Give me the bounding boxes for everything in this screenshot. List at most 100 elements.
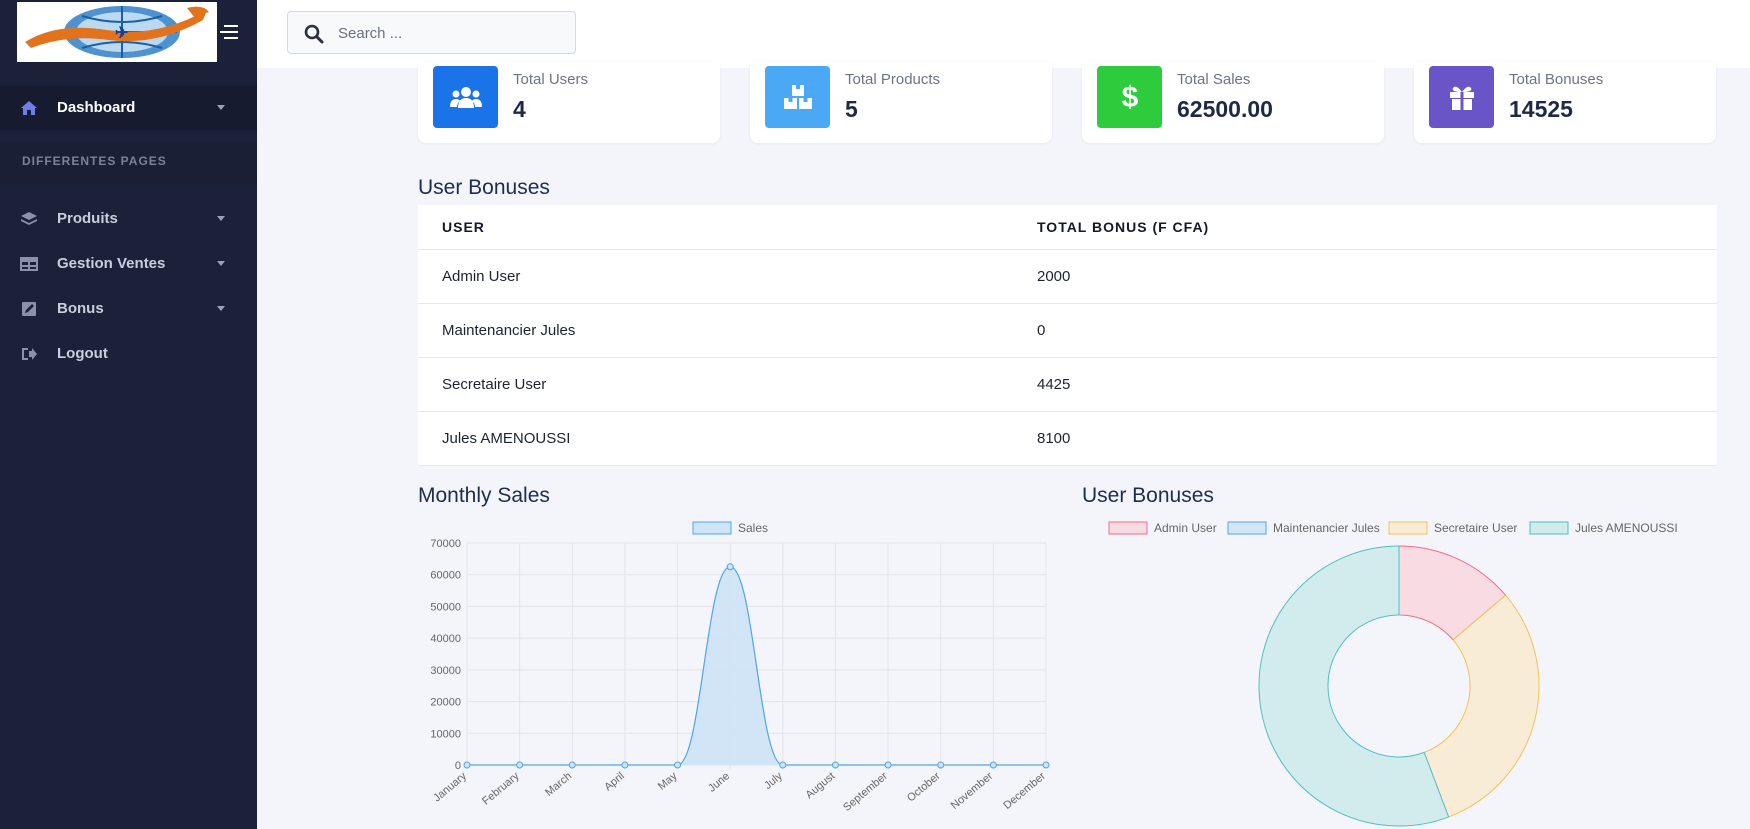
sidebar-item-label: Bonus xyxy=(57,300,104,317)
column-header-total-bonus: TOTAL BONUS (F CFA) xyxy=(1037,219,1210,235)
legend-label: Admin User xyxy=(1154,521,1217,535)
user-bonuses-donut-chart: Admin User Maintenancier Jules Secretaire … xyxy=(1108,521,1678,827)
svg-text:✈: ✈ xyxy=(115,25,128,42)
data-point xyxy=(989,761,997,769)
legend-swatch xyxy=(1108,521,1148,535)
search-box xyxy=(287,11,576,54)
x-tick-label: February xyxy=(480,770,522,808)
table-row: Jules AMENOUSSI 8100 xyxy=(418,412,1717,466)
data-point xyxy=(568,761,576,769)
x-tick-label: May xyxy=(656,770,680,793)
chart-title-monthly-sales: Monthly Sales xyxy=(418,484,550,507)
y-tick-label: 60000 xyxy=(430,570,461,582)
y-tick-label: 30000 xyxy=(430,665,461,677)
cell-bonus: 4425 xyxy=(1037,376,1071,393)
sidebar-item-bonus[interactable]: Bonus xyxy=(0,287,257,331)
search-icon[interactable] xyxy=(304,24,324,44)
boxes-icon xyxy=(765,66,830,128)
y-tick-label: 50000 xyxy=(430,601,461,613)
dollar-icon: $ xyxy=(1097,66,1162,128)
legend-swatch-sales xyxy=(692,521,732,535)
stat-value: 62500.00 xyxy=(1177,96,1273,122)
table-row: Admin User 2000 xyxy=(418,250,1717,304)
sidebar: ✈ Dashboard DIFFERENTES PAGES Produits G… xyxy=(0,0,257,829)
layers-icon xyxy=(20,210,38,228)
section-title-user-bonuses: User Bonuses xyxy=(418,176,550,199)
sidebar-item-dashboard[interactable]: Dashboard xyxy=(0,86,257,130)
legend-swatch xyxy=(1529,521,1569,535)
x-tick-label: September xyxy=(841,770,890,814)
menu-toggle-icon[interactable] xyxy=(218,22,240,42)
cell-user: Maintenancier Jules xyxy=(442,322,576,339)
table-header-row: USER TOTAL BONUS (F CFA) xyxy=(418,205,1717,250)
cell-user: Secretaire User xyxy=(442,376,547,393)
home-icon xyxy=(20,99,38,117)
cell-user: Jules AMENOUSSI xyxy=(442,430,571,447)
sidebar-item-label: Gestion Ventes xyxy=(57,255,166,272)
chevron-down-icon xyxy=(217,105,225,110)
x-tick-label: November xyxy=(949,770,996,812)
column-header-user: USER xyxy=(442,219,485,235)
x-tick-label: October xyxy=(905,770,943,805)
logo[interactable]: ✈ xyxy=(17,2,217,62)
stat-card-users: Total Users 4 xyxy=(418,62,720,143)
svg-text:$: $ xyxy=(1121,81,1138,113)
sidebar-item-label: Produits xyxy=(57,210,118,227)
sidebar-item-logout[interactable]: Logout xyxy=(0,332,257,376)
legend-swatch xyxy=(1388,521,1428,535)
table-row: Secretaire User 4425 xyxy=(418,358,1717,412)
y-tick-label: 10000 xyxy=(430,728,461,740)
stat-card-sales: $ Total Sales 62500.00 xyxy=(1082,62,1384,143)
cell-user: Admin User xyxy=(442,268,521,285)
x-tick-label: April xyxy=(602,770,627,793)
x-tick-label: August xyxy=(803,770,837,801)
data-point xyxy=(674,761,682,769)
legend-label-sales: Sales xyxy=(738,521,768,535)
stat-label: Total Sales xyxy=(1177,71,1251,88)
donut-slice xyxy=(1258,545,1450,827)
cell-bonus: 0 xyxy=(1037,322,1046,339)
stat-value: 5 xyxy=(845,96,858,122)
chevron-down-icon xyxy=(217,216,225,221)
stat-card-products: Total Products 5 xyxy=(750,62,1052,143)
data-point xyxy=(937,761,945,769)
legend-swatch xyxy=(1227,521,1267,535)
y-tick-label: 70000 xyxy=(430,538,461,550)
data-point xyxy=(1042,761,1050,769)
stat-label: Total Bonuses xyxy=(1509,71,1604,88)
stat-label: Total Users xyxy=(513,71,589,88)
donut-slice xyxy=(1423,594,1540,818)
chart-legend: Sales xyxy=(692,521,768,535)
y-tick-label: 40000 xyxy=(430,633,461,645)
logo-image: ✈ xyxy=(25,6,209,58)
cell-bonus: 8100 xyxy=(1037,430,1071,447)
sidebar-item-gestion-ventes[interactable]: Gestion Ventes xyxy=(0,242,257,286)
gift-icon xyxy=(1429,66,1494,128)
table-row: Maintenancier Jules 0 xyxy=(418,304,1717,358)
table-icon xyxy=(20,255,38,273)
x-tick-label: December xyxy=(1001,770,1048,812)
stat-value: 14525 xyxy=(1509,96,1573,122)
data-point xyxy=(831,761,839,769)
sidebar-item-label: Logout xyxy=(57,345,108,362)
sidebar-item-produits[interactable]: Produits xyxy=(0,197,257,241)
users-icon xyxy=(433,66,498,128)
stat-value: 4 xyxy=(513,96,526,122)
bonus-table: USER TOTAL BONUS (F CFA) Admin User 2000… xyxy=(418,205,1717,466)
y-tick-label: 20000 xyxy=(430,697,461,709)
stat-label: Total Products xyxy=(845,71,941,88)
sidebar-item-label: Dashboard xyxy=(57,99,136,116)
sales-area xyxy=(467,566,1046,765)
x-tick-label: June xyxy=(706,770,732,795)
x-tick-label: March xyxy=(543,770,574,799)
data-point xyxy=(884,761,892,769)
monthly-sales-chart: Sales 0 10000 20000 30000 40000 50000 60000 7000… xyxy=(430,521,1050,814)
search-input[interactable] xyxy=(338,22,568,44)
sidebar-section-title: DIFFERENTES PAGES xyxy=(0,142,257,184)
chevron-down-icon xyxy=(217,306,225,311)
legend-label: Secretaire User xyxy=(1434,521,1517,535)
topbar xyxy=(257,0,1750,68)
chart-title-user-bonuses: User Bonuses xyxy=(1082,484,1214,507)
data-point xyxy=(726,563,734,571)
y-tick-label: 0 xyxy=(455,760,461,772)
